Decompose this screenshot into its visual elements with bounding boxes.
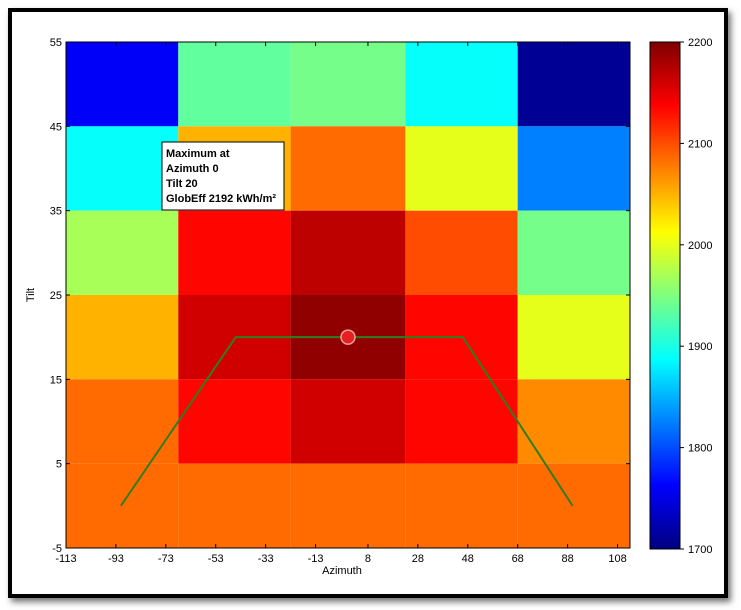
colorbar-tick-label: 1900 bbox=[688, 341, 712, 353]
x-tick-label: 68 bbox=[512, 553, 524, 565]
heatmap-cell bbox=[290, 42, 406, 127]
heatmap-cell bbox=[405, 42, 518, 127]
y-tick-label: 25 bbox=[50, 290, 62, 302]
x-tick-label: -33 bbox=[258, 553, 274, 565]
heatmap-cell bbox=[290, 210, 406, 295]
heatmap-cell bbox=[290, 463, 406, 548]
heatmap-cell bbox=[66, 210, 179, 295]
heatmap-chart: -113 -93 -73 -53 -33 -13 8 28 48 68 88 108 -5 5 15 25 3… bbox=[25, 37, 712, 577]
heatmap-cell bbox=[178, 463, 291, 548]
x-tick-label: -93 bbox=[108, 553, 124, 565]
heatmap-cells bbox=[66, 42, 630, 548]
y-tick-label: 35 bbox=[50, 206, 62, 218]
x-tick-label: 8 bbox=[365, 553, 371, 565]
colorbar bbox=[649, 41, 681, 550]
heatmap-cell bbox=[66, 463, 179, 548]
x-tick-label: 48 bbox=[462, 553, 474, 565]
marker-layer bbox=[340, 329, 356, 345]
annotation-box bbox=[161, 141, 285, 211]
annotation-line-azimuth: Azimuth 0 bbox=[166, 163, 219, 175]
annotation-line-tilt: Tilt 20 bbox=[166, 178, 198, 190]
colorbar-tick-label: 1700 bbox=[688, 544, 712, 556]
heatmap-cell bbox=[517, 295, 630, 380]
heatmap-cell bbox=[405, 463, 518, 548]
annotation-line-globeff: GlobEff 2192 kWh/m² bbox=[166, 193, 276, 205]
x-axis-ticks: -113 -93 -73 -53 -33 -13 8 28 48 68 88 108 bbox=[55, 42, 627, 565]
heatmap-cell bbox=[517, 379, 630, 464]
annotation-line-title: Maximum at bbox=[166, 148, 230, 160]
heatmap-cell bbox=[290, 126, 406, 211]
x-tick-label: -13 bbox=[308, 553, 324, 565]
x-tick-label: 88 bbox=[561, 553, 573, 565]
maximum-annotation: Maximum at Azimuth 0 Tilt 20 GlobEff 219… bbox=[161, 141, 285, 211]
heatmap-cell bbox=[517, 42, 630, 127]
heatmap-cell bbox=[517, 210, 630, 295]
y-tick-label: 55 bbox=[50, 37, 62, 49]
colorbar-tick-label: 2000 bbox=[688, 240, 712, 252]
heatmap-cell bbox=[405, 210, 518, 295]
heatmap-cell bbox=[178, 42, 291, 127]
heatmap-cell bbox=[517, 126, 630, 211]
y-axis-ticks: -5 5 15 25 35 45 55 bbox=[50, 37, 630, 555]
heatmap-cell bbox=[517, 463, 630, 548]
x-tick-label: -73 bbox=[158, 553, 174, 565]
heatmap-cell bbox=[405, 126, 518, 211]
x-tick-label: 108 bbox=[608, 553, 626, 565]
maximum-marker bbox=[340, 329, 356, 345]
y-axis-label: Tilt bbox=[25, 288, 37, 302]
heatmap-cell bbox=[178, 379, 291, 464]
heatmap-cell bbox=[290, 379, 406, 464]
chart-frame: -113 -93 -73 -53 -33 -13 8 28 48 68 88 108 -5 5 15 25 3… bbox=[8, 8, 728, 598]
colorbar-tick-label: 1800 bbox=[688, 443, 712, 455]
colorbar-tick-label: 2200 bbox=[688, 37, 712, 49]
heatmap-cell bbox=[66, 379, 179, 464]
y-tick-label: 5 bbox=[56, 459, 62, 471]
heatmap-cell bbox=[178, 210, 291, 295]
y-tick-label: 45 bbox=[50, 121, 62, 133]
x-axis-label: Azimuth bbox=[322, 565, 362, 577]
colorbar-ticks: 1700 1800 1900 2000 2100 2200 bbox=[680, 37, 712, 556]
heatmap-cell bbox=[405, 379, 518, 464]
heatmap-cell bbox=[66, 295, 179, 380]
colorbar-tick-label: 2100 bbox=[688, 138, 712, 150]
heatmap-cell bbox=[66, 42, 179, 127]
x-tick-label: -113 bbox=[55, 553, 76, 565]
y-tick-label: 15 bbox=[50, 374, 62, 386]
x-tick-label: -53 bbox=[208, 553, 224, 565]
heatmap-cell bbox=[66, 126, 179, 211]
y-tick-label: -5 bbox=[52, 543, 62, 555]
x-tick-label: 28 bbox=[412, 553, 424, 565]
